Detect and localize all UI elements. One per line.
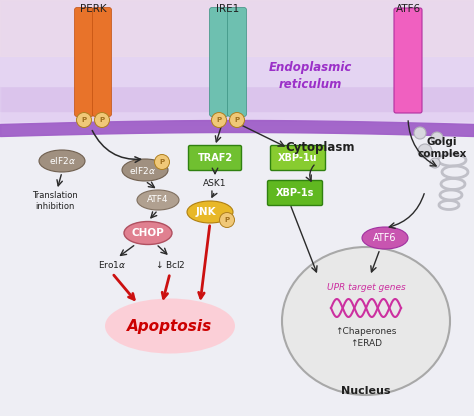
FancyBboxPatch shape [92, 7, 111, 116]
Text: CHOP: CHOP [132, 228, 164, 238]
Ellipse shape [39, 150, 85, 172]
Text: Cytoplasm: Cytoplasm [285, 141, 355, 154]
Text: JNK: JNK [196, 207, 216, 217]
Circle shape [229, 112, 245, 127]
Circle shape [414, 127, 426, 139]
Circle shape [219, 213, 235, 228]
Circle shape [431, 132, 443, 144]
FancyBboxPatch shape [394, 8, 422, 113]
Ellipse shape [137, 190, 179, 210]
Text: P: P [235, 117, 239, 123]
Circle shape [94, 112, 109, 127]
Text: eIF2$\alpha$: eIF2$\alpha$ [48, 156, 75, 166]
Text: ↑ERAD: ↑ERAD [350, 339, 382, 349]
Bar [0, 0, 474, 136]
Text: P: P [217, 117, 221, 123]
FancyBboxPatch shape [210, 7, 228, 116]
Circle shape [430, 158, 440, 168]
Bar [0, 0, 474, 56]
Text: $\downarrow$Bcl2: $\downarrow$Bcl2 [154, 258, 186, 270]
Ellipse shape [282, 247, 450, 395]
Text: Nucleus: Nucleus [341, 386, 391, 396]
Text: PERK: PERK [80, 4, 106, 14]
Text: Golgi
complex: Golgi complex [417, 137, 467, 159]
Circle shape [211, 112, 227, 127]
Text: P: P [224, 217, 229, 223]
Text: ↑Chaperones: ↑Chaperones [335, 327, 397, 337]
Text: ATF6: ATF6 [395, 4, 420, 14]
FancyBboxPatch shape [228, 7, 246, 116]
Text: Ero1$\alpha$: Ero1$\alpha$ [98, 258, 126, 270]
Text: eIF2$\alpha$: eIF2$\alpha$ [128, 164, 155, 176]
Text: XBP-1u: XBP-1u [278, 153, 318, 163]
Text: P: P [159, 159, 164, 165]
Circle shape [418, 144, 432, 158]
Text: Translation
inhibition: Translation inhibition [32, 191, 78, 210]
Text: Apoptosis: Apoptosis [128, 319, 213, 334]
Text: TRAF2: TRAF2 [198, 153, 233, 163]
Text: IRE1: IRE1 [216, 4, 240, 14]
Bar [0, 126, 474, 416]
Text: Endoplasmic
reticulum: Endoplasmic reticulum [268, 62, 352, 91]
Bar [0, 71, 474, 121]
Text: UPR target genes: UPR target genes [327, 283, 405, 292]
Bar [0, 61, 474, 111]
Text: ATF6: ATF6 [373, 233, 397, 243]
FancyBboxPatch shape [189, 146, 241, 171]
Ellipse shape [105, 299, 235, 354]
Circle shape [76, 112, 91, 127]
Bar [0, 0, 474, 86]
Ellipse shape [124, 221, 172, 245]
FancyBboxPatch shape [267, 181, 322, 206]
Text: P: P [100, 117, 105, 123]
Ellipse shape [187, 201, 233, 223]
Text: XBP-1s: XBP-1s [276, 188, 314, 198]
Ellipse shape [122, 159, 168, 181]
Text: ATF4: ATF4 [147, 196, 169, 205]
FancyBboxPatch shape [74, 7, 93, 116]
FancyBboxPatch shape [271, 146, 326, 171]
Circle shape [155, 154, 170, 169]
Text: P: P [82, 117, 87, 123]
Text: ASK1: ASK1 [203, 179, 227, 188]
Ellipse shape [362, 227, 408, 249]
